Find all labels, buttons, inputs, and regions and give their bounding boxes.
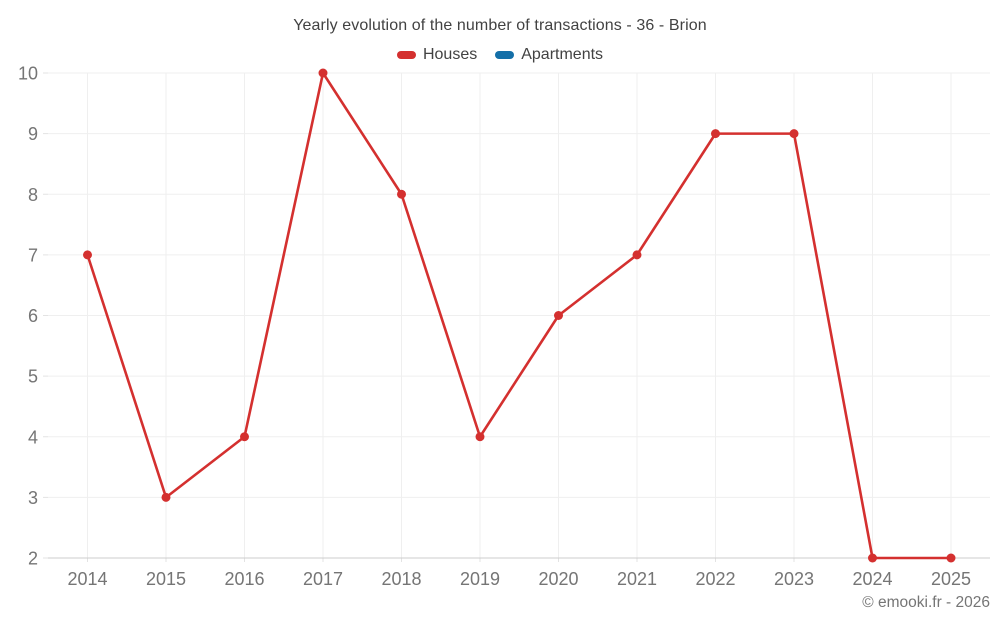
y-axis-label: 10 xyxy=(18,64,38,84)
houses-series-swatch xyxy=(396,51,416,59)
houses-data-point xyxy=(868,553,877,563)
x-axis-label: 2018 xyxy=(381,569,421,589)
x-axis-label: 2022 xyxy=(695,569,735,589)
x-axis-label: 2024 xyxy=(852,569,892,589)
x-axis-label: 2017 xyxy=(303,569,343,589)
x-axis-label: 2014 xyxy=(67,569,107,589)
x-axis-label: 2025 xyxy=(931,569,971,589)
houses-data-point xyxy=(554,311,563,320)
y-axis-label: 5 xyxy=(28,367,38,387)
y-axis-label: 8 xyxy=(28,185,38,205)
y-axis-label: 2 xyxy=(28,549,38,569)
legend-item-houses[interactable]: Houses xyxy=(396,46,478,64)
houses-data-point xyxy=(318,68,328,78)
x-axis-label: 2023 xyxy=(774,569,814,589)
houses-data-point xyxy=(789,129,799,139)
legend: Houses Apartments xyxy=(0,46,1000,64)
chart-title: Yearly evolution of the number of transa… xyxy=(293,17,707,34)
x-axis-label: 2019 xyxy=(460,569,500,589)
y-axis-label: 6 xyxy=(28,306,38,326)
houses-data-point xyxy=(711,129,720,139)
legend-label-apartments: Apartments xyxy=(521,46,604,63)
houses-data-point xyxy=(83,250,92,260)
copyright-text: © emooki.fr - 2026 xyxy=(862,594,990,611)
x-axis-label: 2015 xyxy=(146,569,186,589)
x-axis-label: 2021 xyxy=(617,569,657,589)
y-axis-label: 7 xyxy=(28,245,38,265)
apartments-series-swatch xyxy=(495,51,515,59)
houses-data-point xyxy=(632,250,642,260)
houses-data-point xyxy=(161,492,171,502)
houses-data-point xyxy=(475,432,485,442)
y-axis-label: 3 xyxy=(28,488,38,508)
y-axis-label: 4 xyxy=(28,427,38,447)
x-axis-label: 2020 xyxy=(538,569,578,589)
legend-label-houses: Houses xyxy=(422,46,478,63)
houses-data-point xyxy=(397,189,406,199)
houses-series-line xyxy=(86,71,953,560)
y-axis-label: 9 xyxy=(28,124,38,144)
houses-data-point xyxy=(240,432,249,442)
x-axis-label: 2016 xyxy=(224,569,264,589)
legend-item-apartments[interactable]: Apartments xyxy=(495,46,603,64)
houses-data-point xyxy=(946,553,956,563)
